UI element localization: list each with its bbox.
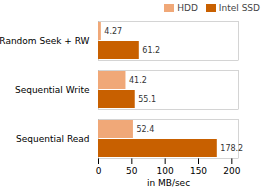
- svg-text:Sequential Write: Sequential Write: [15, 85, 90, 95]
- svg-text:50: 50: [126, 166, 138, 176]
- svg-text:0: 0: [96, 166, 102, 176]
- svg-text:61.2: 61.2: [142, 46, 160, 55]
- svg-text:178.2: 178.2: [220, 144, 243, 153]
- html-text:HDD: HDD: [177, 3, 198, 13]
- svg-text:Sequential Read: Sequential Read: [16, 134, 89, 144]
- html-text:Intel SSD: Intel SSD: [218, 3, 260, 13]
- svg-text:Random Seek + RW: Random Seek + RW: [0, 36, 90, 46]
- svg-text:200: 200: [223, 166, 240, 176]
- svg-text:in MB/sec: in MB/sec: [147, 178, 190, 188]
- svg-text:41.2: 41.2: [129, 76, 147, 85]
- svg-text:4.27: 4.27: [104, 27, 122, 36]
- svg-text:100: 100: [157, 166, 174, 176]
- svg-text:150: 150: [190, 166, 207, 176]
- svg-text:55.1: 55.1: [138, 95, 156, 104]
- svg-text:52.4: 52.4: [136, 125, 154, 134]
